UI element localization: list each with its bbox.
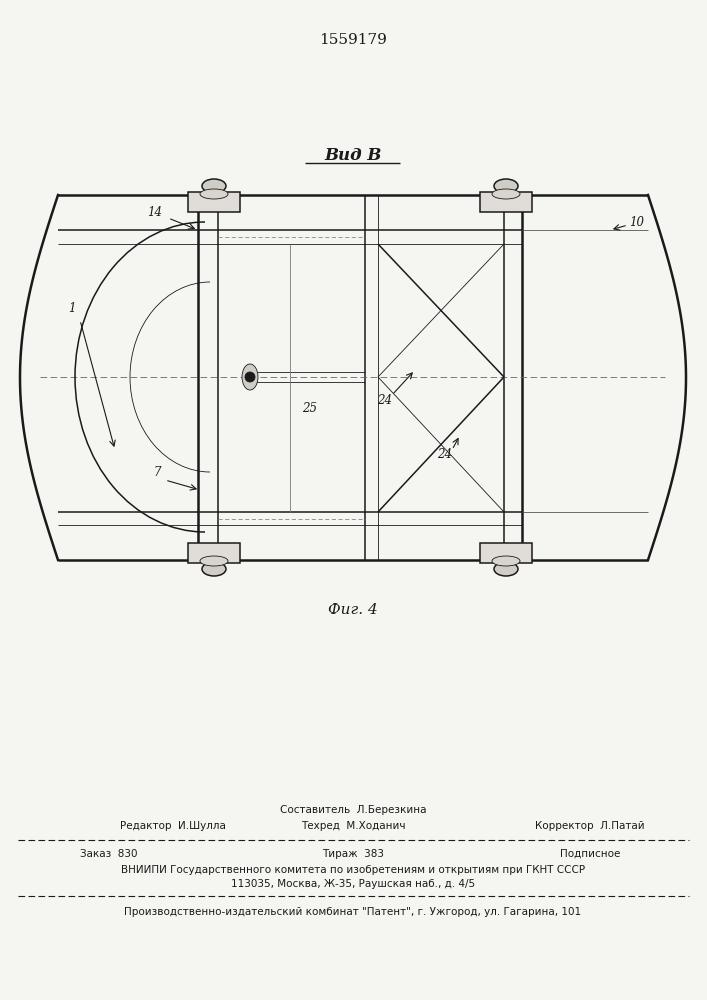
Text: 25: 25	[303, 401, 317, 414]
Text: 14: 14	[148, 207, 163, 220]
Text: Редактор  И.Шулла: Редактор И.Шулла	[120, 821, 226, 831]
Text: 24: 24	[438, 448, 452, 462]
Text: 10: 10	[629, 216, 645, 229]
Ellipse shape	[202, 562, 226, 576]
Ellipse shape	[200, 556, 228, 566]
Text: ВНИИПИ Государственного комитета по изобретениям и открытиям при ГКНТ СССР: ВНИИПИ Государственного комитета по изоб…	[121, 865, 585, 875]
Bar	[480, 543, 532, 563]
Text: 113035, Москва, Ж-35, Раушская наб., д. 4/5: 113035, Москва, Ж-35, Раушская наб., д. …	[231, 879, 475, 889]
Ellipse shape	[200, 189, 228, 199]
Ellipse shape	[492, 189, 520, 199]
Text: Производственно-издательский комбинат "Патент", г. Ужгород, ул. Гагарина, 101: Производственно-издательский комбинат "П…	[124, 907, 582, 917]
Circle shape	[245, 372, 255, 382]
Text: Подписное: Подписное	[560, 849, 620, 859]
Text: Техред  М.Ходанич: Техред М.Ходанич	[300, 821, 405, 831]
Ellipse shape	[242, 364, 258, 390]
Ellipse shape	[202, 179, 226, 193]
Text: 7: 7	[153, 466, 160, 480]
Bar	[480, 192, 532, 212]
Text: Фиг. 4: Фиг. 4	[328, 603, 378, 617]
Bar	[188, 543, 240, 563]
Text: Составитель  Л.Березкина: Составитель Л.Березкина	[280, 805, 426, 815]
Text: 1: 1	[69, 302, 76, 314]
Bar	[188, 192, 240, 212]
Ellipse shape	[494, 179, 518, 193]
Text: Вид В: Вид В	[325, 146, 382, 163]
Text: 24: 24	[378, 393, 392, 406]
Text: 1559179: 1559179	[319, 33, 387, 47]
Ellipse shape	[494, 562, 518, 576]
Ellipse shape	[492, 556, 520, 566]
Text: Корректор  Л.Патай: Корректор Л.Патай	[535, 821, 645, 831]
Text: Тираж  383: Тираж 383	[322, 849, 384, 859]
Text: Заказ  830: Заказ 830	[80, 849, 137, 859]
